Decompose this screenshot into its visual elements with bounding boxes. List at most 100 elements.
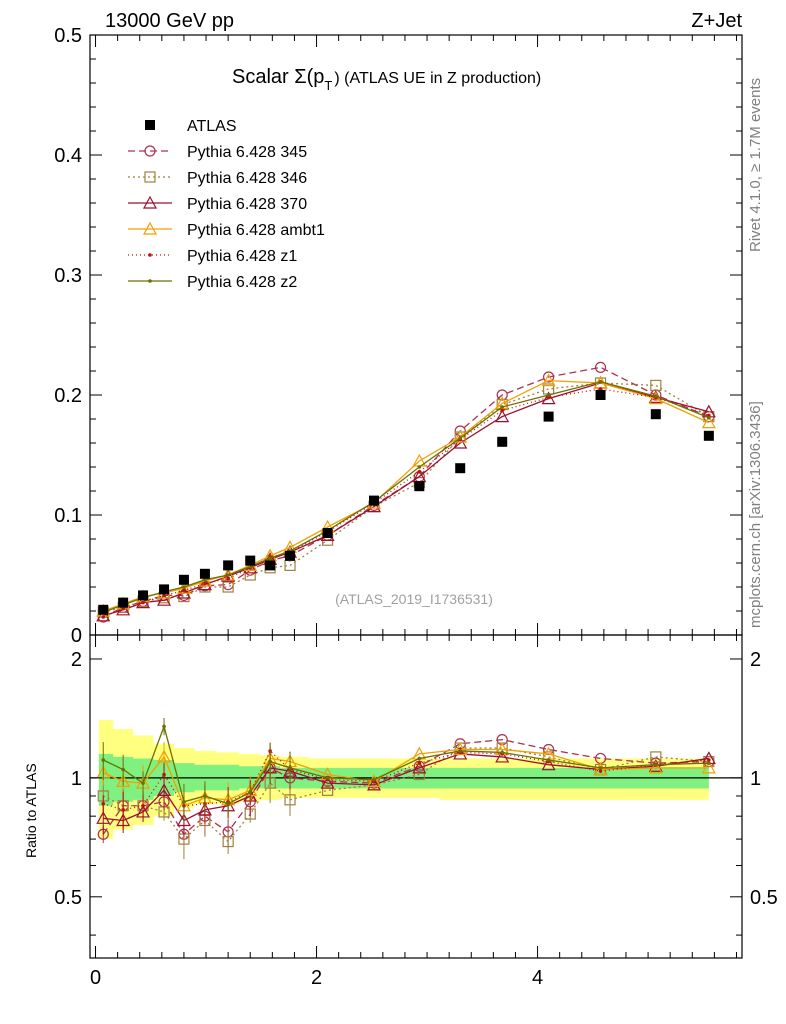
- series-point-pythia-6-428-z2: [226, 573, 230, 577]
- series-point-pythia-6-428-z1: [121, 606, 125, 611]
- ratio-point-pythia-6-428-ambt1: [593, 762, 608, 776]
- series-point-pythia-6-428-z2: [500, 405, 504, 409]
- ratio-point-pythia-6-428-z2: [288, 766, 292, 770]
- ratio-point-pythia-6-428-370: [320, 775, 335, 789]
- ratio-point-pythia-6-428-ambt1: [366, 774, 382, 787]
- series-point-pythia-6-428-z1: [417, 470, 422, 474]
- ratio-point-pythia-6-428-z2: [182, 799, 186, 804]
- data-point: [118, 597, 129, 608]
- data-point: [703, 430, 714, 441]
- legend-marker-pythia-6-428-ambt1: [142, 221, 158, 235]
- ratio-point-pythia-6-428-z1: [598, 769, 603, 773]
- ratio-band-green: [98, 753, 709, 806]
- legend-marker-atlas: [145, 120, 155, 130]
- rivet-label: Rivet 4.1.0, ≥ 1.7M events: [747, 78, 764, 252]
- legend-marker-pythia-6-428-370: [142, 195, 158, 209]
- xtick-label: 0: [90, 967, 101, 989]
- legend: ATLAS Pythia 6.428 345 Pythia 6.428 346 Pyt…: [128, 118, 325, 291]
- main-ytick-label: 0: [71, 625, 82, 647]
- series-line-pythia-6-428-z2: [103, 381, 710, 613]
- title-suffix: ) (ATLAS UE in Z production): [334, 70, 541, 87]
- ratio-ytick-label: 0.5: [54, 887, 82, 909]
- series-point-pythia-6-428-z1: [598, 387, 603, 391]
- series-point-pythia-6-428-z2: [268, 556, 272, 560]
- series-point-pythia-6-428-370: [96, 608, 111, 622]
- series-line-pythia-6-428-346: [103, 382, 710, 613]
- ratio-point-pythia-6-428-370: [453, 746, 468, 760]
- legend-label-pythia-6-428-345: Pythia 6.428 345: [187, 144, 307, 161]
- ratio-ytick-label-right: 1: [750, 768, 761, 790]
- ratio-point-pythia-6-428-370: [157, 783, 172, 796]
- ratio-point-pythia-6-428-z2: [458, 749, 463, 753]
- ratio-point-pythia-6-428-z1: [121, 808, 125, 812]
- ratio-point-pythia-6-428-z2: [268, 759, 272, 764]
- main-ytick-label: 0.2: [54, 385, 82, 407]
- data-point: [322, 528, 333, 538]
- legend-label-pythia-6-428-z1: Pythia 6.428 z1: [187, 248, 297, 265]
- series-point-pythia-6-428-ambt1: [541, 373, 556, 387]
- series-point-pythia-6-428-z2: [546, 393, 551, 397]
- series-point-pythia-6-428-z2: [248, 564, 253, 569]
- atlas-data-points: [98, 390, 714, 615]
- series-point-pythia-6-428-370: [176, 585, 191, 599]
- ratio-point-pythia-6-428-ambt1: [116, 774, 131, 787]
- panel-frames: [89, 34, 743, 959]
- series-point-pythia-6-428-345: [543, 371, 555, 383]
- ratio-point-pythia-6-428-370: [495, 749, 510, 763]
- ratio-point-pythia-6-428-z1: [162, 772, 166, 777]
- series-point-pythia-6-428-z1: [226, 576, 230, 581]
- legend-marker-pythia-6-428-z1: [148, 253, 152, 257]
- ratio-point-pythia-6-428-ambt1: [157, 749, 172, 763]
- data-point: [223, 560, 234, 571]
- series-point-pythia-6-428-z2: [203, 578, 207, 582]
- series-point-pythia-6-428-z2: [182, 585, 186, 589]
- series-line-pythia-6-428-370: [103, 382, 710, 617]
- ratio-point-pythia-6-428-370: [541, 757, 556, 771]
- series-point-pythia-6-428-z2: [654, 394, 658, 399]
- ratio-ytick-label-right: 0.5: [750, 887, 778, 909]
- ratio-point-pythia-6-428-ambt1: [701, 760, 716, 774]
- data-point: [455, 463, 466, 474]
- series-point-pythia-6-428-z1: [162, 593, 166, 598]
- xtick-label: 4: [532, 967, 543, 989]
- series-point-pythia-6-428-z2: [417, 465, 422, 469]
- ratio-point-pythia-6-428-z2: [101, 758, 106, 762]
- xtick-label: 2: [311, 967, 322, 989]
- legend-label-pythia-6-428-z2: Pythia 6.428 z2: [187, 274, 297, 291]
- ratio-point-pythia-6-428-z2: [226, 801, 230, 806]
- ratio-point-pythia-6-428-370: [176, 813, 191, 827]
- ratio-ytick-label: 1: [71, 768, 82, 790]
- main-ytick-label: 0.4: [54, 145, 82, 167]
- ratio-point-pythia-6-428-z2: [248, 790, 253, 794]
- data-point: [265, 560, 276, 571]
- data-point: [595, 390, 606, 400]
- ratio-point-pythia-6-428-ambt1: [648, 760, 663, 774]
- data-point: [138, 590, 149, 601]
- legend-label-pythia-6-428-ambt1: Pythia 6.428 ambt1: [187, 222, 325, 239]
- ratio-point-pythia-6-428-370: [96, 811, 111, 824]
- ratio-point-pythia-6-428-z1: [141, 803, 145, 808]
- ratio-point-pythia-6-428-z1: [707, 758, 711, 762]
- data-point: [414, 481, 425, 492]
- legend-label-pythia-6-428-346: Pythia 6.428 346: [187, 170, 307, 187]
- ratio-point-pythia-6-428-z2: [707, 761, 711, 765]
- ratio-point-pythia-6-428-346: [413, 768, 425, 781]
- process-label: Z+Jet: [691, 10, 742, 32]
- data-point: [543, 411, 554, 422]
- ratio-point-pythia-6-428-z1: [101, 801, 106, 806]
- series-line-pythia-6-428-345: [102, 366, 710, 618]
- series-point-pythia-6-428-370: [366, 499, 382, 513]
- ratio-point-pythia-6-428-346: [321, 784, 334, 796]
- data-point: [199, 568, 210, 579]
- ratio-point-pythia-6-428-z2: [598, 766, 603, 770]
- series-point-pythia-6-428-370: [495, 409, 510, 423]
- data-point: [650, 409, 661, 420]
- series-point-pythia-6-428-z1: [500, 408, 504, 413]
- energy-label: 13000 GeV pp: [105, 10, 234, 32]
- ratio-point-pythia-6-428-z2: [372, 777, 376, 782]
- data-point: [98, 604, 109, 615]
- series-line-pythia-6-428-ambt1: [103, 379, 710, 612]
- ratio-point-pythia-6-428-346: [284, 794, 296, 806]
- series-point-pythia-6-428-z1: [141, 600, 145, 605]
